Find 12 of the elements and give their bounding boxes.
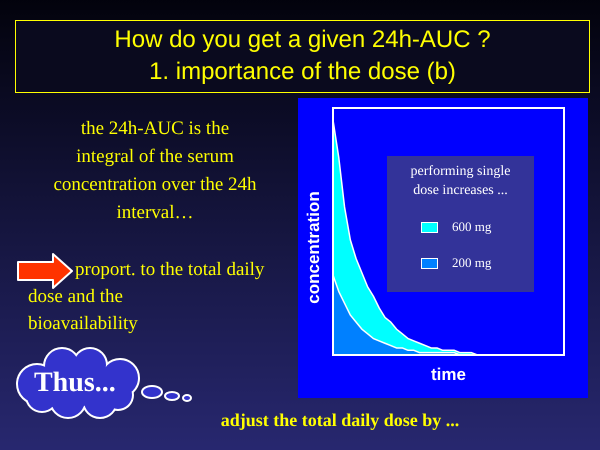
text: Thus... — [34, 366, 116, 400]
text: the 24h-AUC is the integral of the serum concentration over the 24h interval… — [52, 117, 258, 225]
y-axis-title: concentration — [304, 191, 323, 304]
chart-title: How do you get a given 24h-AUC ? — [113, 25, 492, 55]
legend-label: 200 mg — [452, 255, 492, 271]
legend-title: performing single dose increases ... — [410, 163, 512, 200]
text: proport. to the total daily dose and the bioavailability — [28, 258, 266, 336]
x-axis-title: time — [431, 365, 466, 384]
legend-label: 600 mg — [452, 219, 492, 235]
title-frame: How do you get a given 24h-AUC ? 1. importance of the dose (b) — [15, 20, 590, 93]
chart-subtitle: 1. importance of the dose (b) — [148, 57, 457, 87]
text: adjust the total daily dose by ... — [220, 409, 460, 431]
